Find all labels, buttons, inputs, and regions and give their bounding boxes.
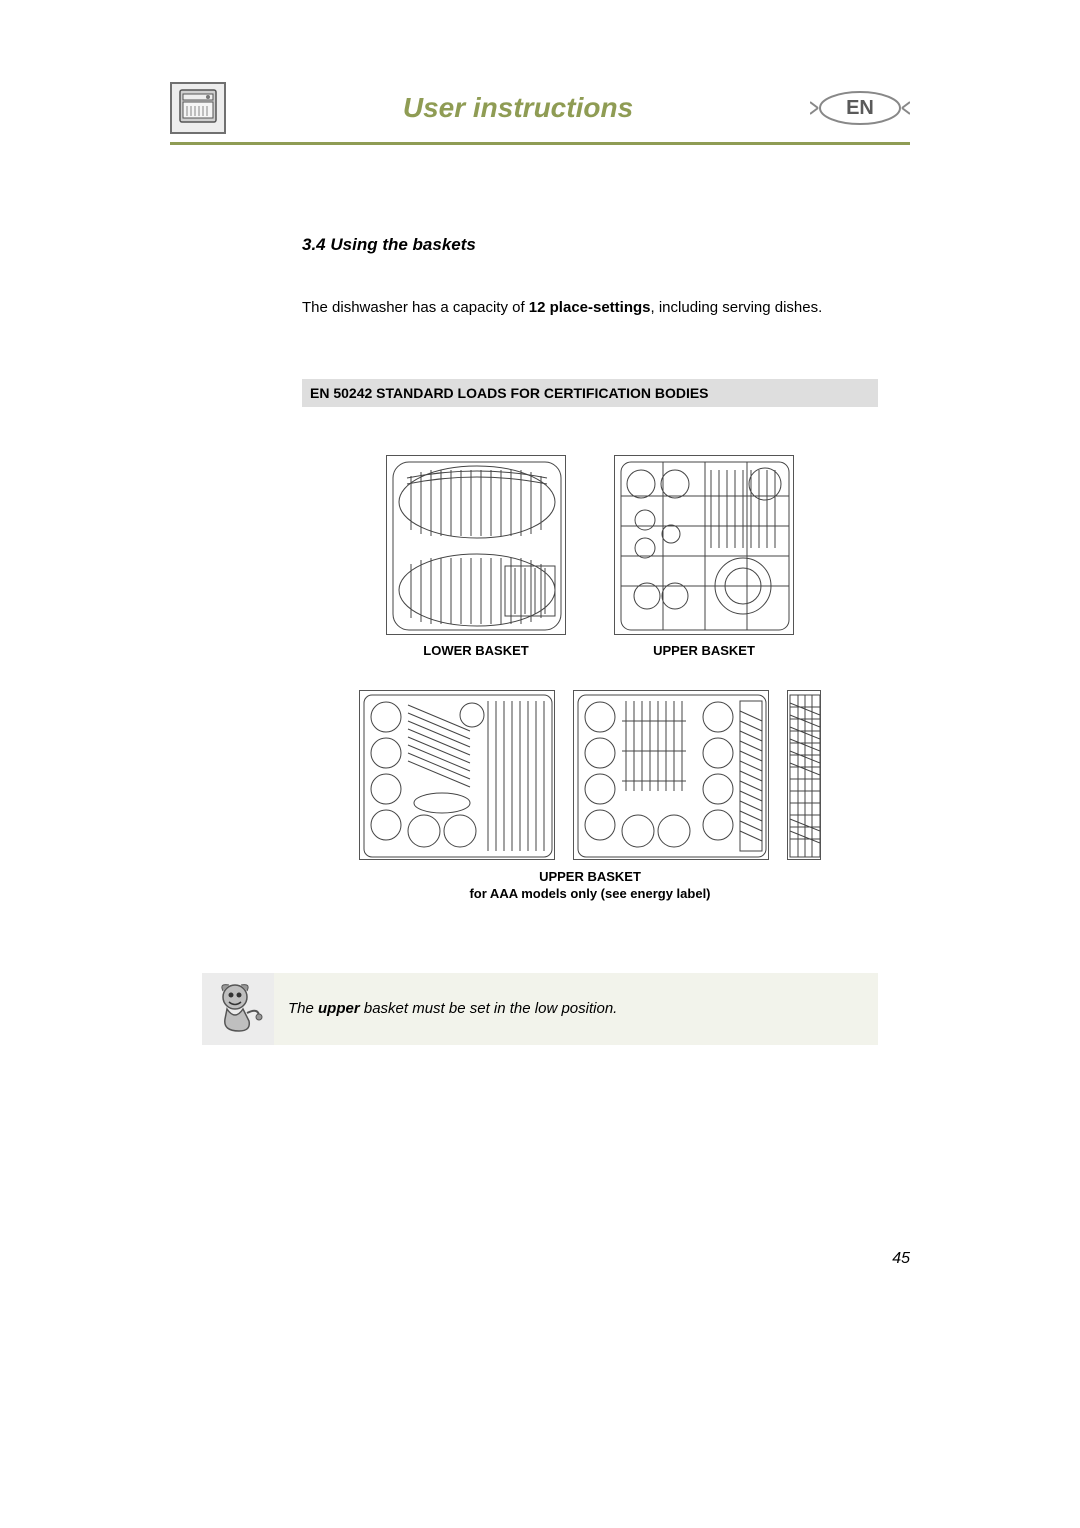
lang-badge: EN: [810, 88, 910, 128]
section-heading-text: Using the baskets: [330, 235, 476, 254]
note-row: The upper basket must be set in the low …: [202, 973, 878, 1045]
upper-basket-aaa-side-rack: [787, 690, 821, 860]
fig2-caption-line2: for AAA models only (see energy label): [469, 886, 710, 901]
figure-upper-basket: UPPER BASKET: [614, 455, 794, 658]
capacity-paragraph: The dishwasher has a capacity of 12 plac…: [302, 297, 878, 319]
certification-heading: EN 50242 STANDARD LOADS FOR CERTIFICATIO…: [302, 379, 878, 407]
figure-lower-basket: LOWER BASKET: [386, 455, 566, 658]
upper-basket-caption: UPPER BASKET: [653, 643, 755, 658]
figure-row-2-caption: UPPER BASKET for AAA models only (see en…: [302, 868, 878, 903]
dishwasher-icon: [178, 86, 218, 131]
page: User instructions EN 3.4 Using the baske…: [0, 0, 1080, 1528]
page-header: User instructions EN: [170, 80, 910, 136]
note-suffix: basket must be set in the low position.: [360, 1000, 618, 1017]
content: 3.4 Using the baskets The dishwasher has…: [302, 235, 878, 1045]
section-number: 3.4: [302, 235, 326, 254]
lower-basket-diagram: [386, 455, 566, 635]
upper-basket-aaa-diagram-2: [573, 690, 769, 860]
header-icon-box: [170, 82, 226, 134]
header-title: User instructions: [226, 92, 810, 124]
fig2-caption-line1: UPPER BASKET: [539, 869, 641, 884]
note-text: The upper basket must be set in the low …: [274, 973, 878, 1045]
note-icon-box: [202, 973, 274, 1045]
section-heading: 3.4 Using the baskets: [302, 235, 878, 255]
lang-badge-text: EN: [846, 97, 874, 120]
para-suffix: , including serving dishes.: [651, 299, 823, 316]
para-bold: 12 place-settings: [529, 299, 651, 316]
lower-basket-caption: LOWER BASKET: [423, 643, 528, 658]
page-number: 45: [892, 1250, 910, 1268]
note-bold: upper: [318, 1000, 360, 1017]
note-prefix: The: [288, 1000, 318, 1017]
header-rule: [170, 142, 910, 145]
upper-basket-aaa-diagram-1: [359, 690, 555, 860]
upper-basket-diagram: [614, 455, 794, 635]
para-prefix: The dishwasher has a capacity of: [302, 299, 529, 316]
figure-row-1: LOWER BASKET: [302, 455, 878, 658]
figure-row-2: [302, 690, 878, 860]
attention-cartoon-icon: [209, 977, 267, 1040]
